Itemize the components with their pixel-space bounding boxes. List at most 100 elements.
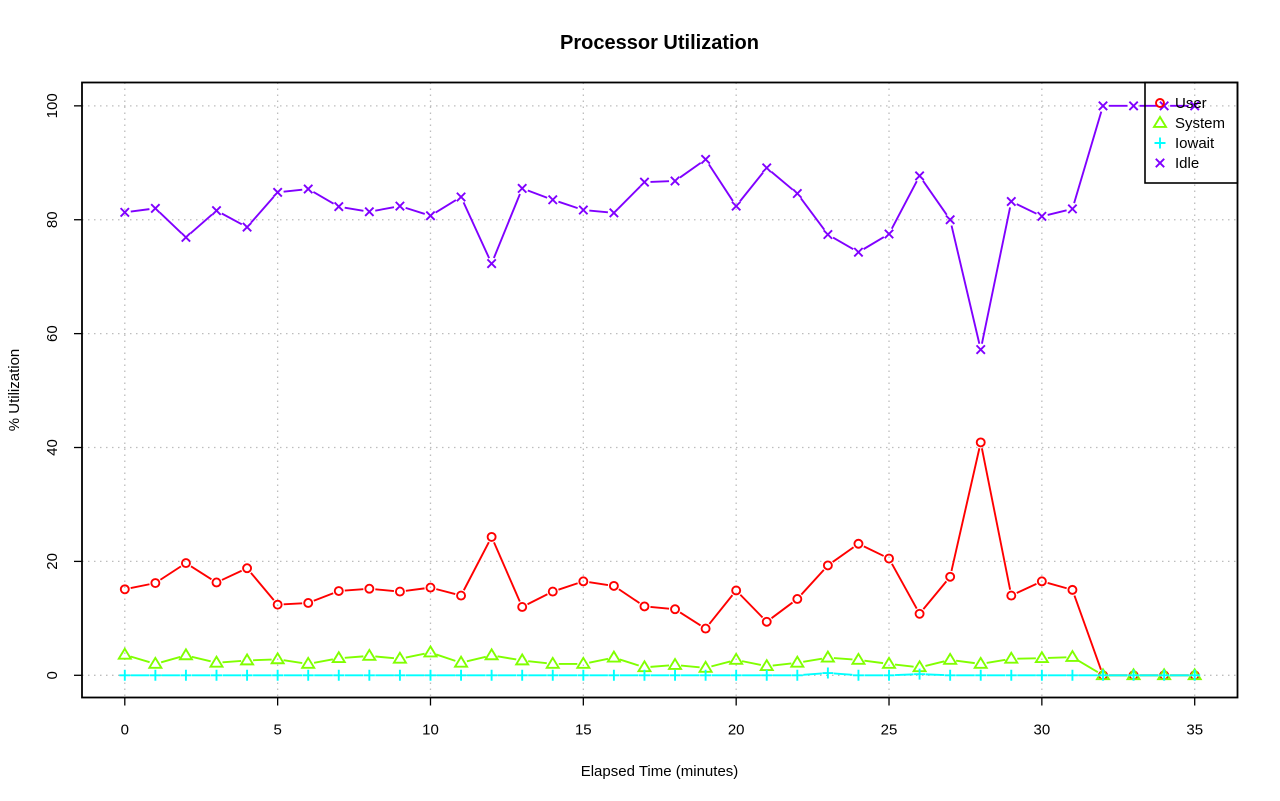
- series-idle-point: [333, 201, 344, 212]
- series-iowait-point: [119, 669, 131, 681]
- series-idle-point: [1036, 211, 1047, 222]
- series-idle-point: [272, 187, 283, 198]
- series-user-point: [975, 437, 986, 448]
- series-idle-point: [486, 258, 497, 269]
- series-iowait-point: [394, 669, 406, 681]
- series-user-segment: [708, 594, 734, 625]
- series-system-segment: [589, 657, 609, 664]
- series-iowait-point: [1158, 669, 1170, 681]
- series-user-segment: [250, 572, 275, 601]
- series-idle-segment: [708, 163, 734, 202]
- series-user-point: [486, 531, 497, 542]
- series-iowait-point: [1189, 669, 1201, 681]
- series-idle-point: [853, 247, 864, 258]
- series-idle-segment: [800, 197, 826, 231]
- series-system-segment: [650, 664, 670, 668]
- series-user-segment: [832, 546, 855, 563]
- series-system-point: [453, 654, 469, 668]
- series-idle-point: [731, 201, 742, 211]
- series-idle-point: [914, 171, 925, 181]
- series-idle-point: [975, 344, 986, 355]
- series-idle-segment: [159, 211, 183, 234]
- series-idle-point: [639, 177, 650, 188]
- series-idle-point: [364, 206, 375, 217]
- series-system-point: [942, 652, 958, 665]
- series-user-segment: [891, 563, 918, 610]
- legend-marker-iowait: [1154, 137, 1166, 149]
- series-system-segment: [680, 664, 700, 669]
- series-user-point: [670, 604, 680, 615]
- series-user-point: [517, 602, 528, 612]
- series-user-segment: [493, 542, 521, 602]
- series-system-segment: [619, 658, 640, 667]
- legend-label-iowait: Iowait: [1175, 135, 1215, 152]
- series-iowait-point: [149, 669, 161, 681]
- series-user-point: [853, 538, 864, 549]
- series-user-point: [945, 571, 956, 582]
- series-user-point: [272, 599, 283, 610]
- series-user-segment: [283, 602, 303, 606]
- series-user-point: [242, 563, 253, 574]
- x-tick-label: 5: [273, 722, 281, 739]
- y-tick-label: 0: [44, 671, 61, 679]
- y-axis: 0 20 40 60 80 100: [44, 93, 82, 679]
- series-user-point: [180, 558, 191, 569]
- series-user-point: [119, 584, 130, 595]
- series-iowait-point: [241, 669, 253, 681]
- series-system-segment: [313, 658, 334, 664]
- series-user-segment: [190, 565, 212, 581]
- series-iowait-point: [455, 669, 467, 681]
- series-system-point: [881, 656, 897, 669]
- series-iowait-point: [333, 669, 345, 681]
- series-idle-point: [517, 183, 528, 194]
- series-idle-segment: [493, 193, 521, 259]
- series-user-segment: [375, 588, 395, 592]
- series-user-point: [303, 598, 314, 608]
- series-user-point: [1006, 590, 1017, 601]
- series-system-point: [667, 657, 683, 670]
- y-axis-label: % Utilization: [6, 349, 23, 432]
- series-user-point: [914, 608, 925, 619]
- series-idle-segment: [1016, 203, 1037, 215]
- series-user-segment: [863, 545, 885, 557]
- series-idle-point: [792, 188, 803, 199]
- series-system-point: [789, 654, 805, 668]
- series-iowait-point: [363, 669, 375, 681]
- series-system-point: [514, 652, 530, 666]
- series-user-segment: [980, 448, 1012, 590]
- series-idle-segment: [589, 209, 609, 214]
- series-idle-segment: [679, 162, 702, 179]
- series-system-point: [1034, 650, 1050, 664]
- x-axis: 0 5 10 15 20 25 30 35: [121, 697, 1203, 739]
- series-user-segment: [1047, 582, 1067, 590]
- legend-marker-system: [1152, 115, 1168, 128]
- series-user-point: [639, 601, 650, 612]
- series-user: [119, 437, 1200, 681]
- series-system-segment: [741, 660, 762, 666]
- series-user-segment: [405, 587, 425, 592]
- series-system-segment: [925, 660, 945, 667]
- series-user-point: [761, 616, 772, 627]
- series-system-point: [422, 644, 439, 658]
- series-idle-point: [1006, 196, 1017, 207]
- legend-item-user: User: [1155, 95, 1207, 112]
- x-tick-label: 10: [422, 722, 439, 739]
- series-iowait-point: [608, 669, 620, 681]
- series-system-point: [178, 647, 194, 661]
- series-user-segment: [1073, 595, 1102, 670]
- legend-label-system: System: [1175, 115, 1225, 132]
- series-user-point: [1067, 584, 1078, 595]
- series-idle-segment: [221, 212, 243, 226]
- series-iowait-point: [1036, 669, 1048, 681]
- series-iowait-point: [516, 669, 528, 681]
- legend-label-idle: Idle: [1175, 155, 1199, 172]
- series-idle-point: [211, 205, 222, 216]
- series-iowait-point: [1005, 669, 1017, 681]
- series-idle-point: [456, 192, 466, 202]
- series-system-point: [483, 647, 500, 661]
- series-user-point: [211, 577, 222, 588]
- series-idle-segment: [739, 172, 764, 202]
- series-iowait-point: [180, 669, 192, 681]
- series-iowait-point: [700, 669, 712, 681]
